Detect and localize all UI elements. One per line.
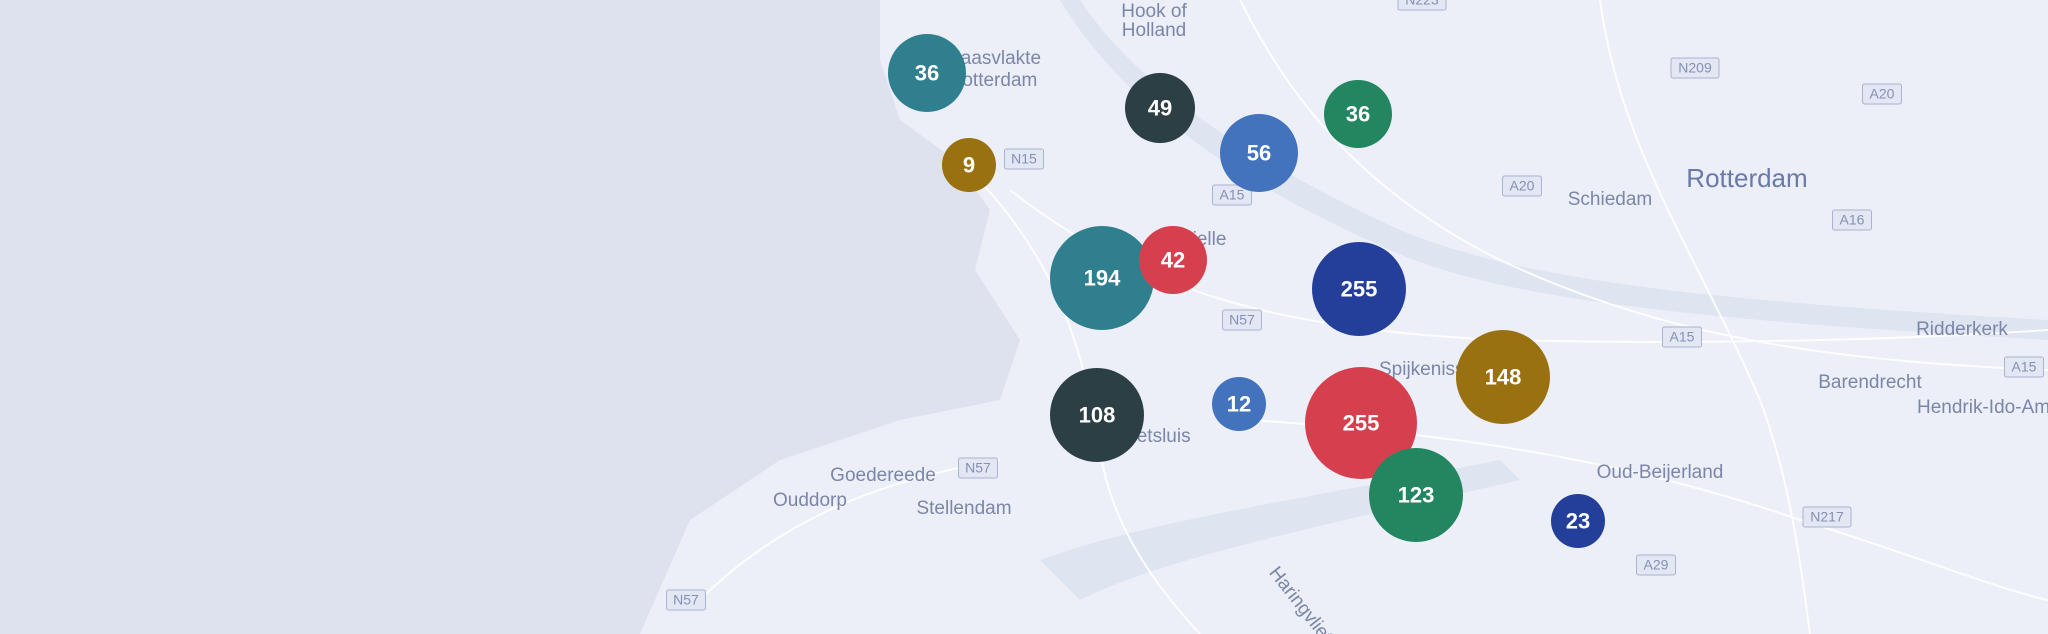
cluster-count: 42 <box>1161 248 1185 273</box>
cluster-count: 23 <box>1566 509 1590 534</box>
road-shield <box>958 457 998 479</box>
cluster[interactable]: 148 <box>1456 330 1550 424</box>
cluster-marker <box>942 138 996 192</box>
cluster[interactable]: 9 <box>942 138 996 192</box>
cluster-marker <box>1050 368 1144 462</box>
cluster-marker <box>1369 448 1463 542</box>
road-label: A20 <box>1870 86 1895 102</box>
cluster-count: 255 <box>1341 277 1378 302</box>
cluster[interactable]: 23 <box>1551 494 1605 548</box>
place-label: Goedereede <box>830 465 936 486</box>
cluster-marker <box>1551 494 1605 548</box>
road-label: A15 <box>2012 359 2037 375</box>
cluster-marker <box>888 34 966 112</box>
place-label: Rotterdam <box>1686 163 1807 193</box>
cluster-marker <box>1125 73 1195 143</box>
place-label: Ouddorp <box>773 490 847 511</box>
cluster-count: 108 <box>1079 403 1116 428</box>
road-shield <box>1862 83 1902 105</box>
cluster-marker <box>1305 367 1417 479</box>
road-label: N223 <box>1405 0 1439 8</box>
place-label: Hendrik-Ido-Ambacht <box>1917 397 2048 418</box>
road-label: N217 <box>1810 509 1844 525</box>
cluster[interactable]: 12 <box>1212 377 1266 431</box>
road-shield <box>1222 309 1262 331</box>
cluster[interactable]: 56 <box>1220 114 1298 192</box>
cluster-count: 49 <box>1148 96 1172 121</box>
cluster-count: 36 <box>915 61 939 86</box>
road-label: N57 <box>1229 312 1255 328</box>
cluster-count: 194 <box>1084 266 1121 291</box>
road-shield <box>1802 506 1852 528</box>
cluster[interactable]: 108 <box>1050 368 1144 462</box>
road-label: A16 <box>1840 212 1865 228</box>
place-label: Oud-Beijerland <box>1597 462 1724 483</box>
cluster-count: 123 <box>1398 483 1435 508</box>
cluster-count: 255 <box>1343 411 1380 436</box>
cluster[interactable]: 255 <box>1312 242 1406 336</box>
cluster-count: 56 <box>1247 141 1271 166</box>
cluster[interactable]: 49 <box>1125 73 1195 143</box>
place-label: Barendrecht <box>1818 372 1922 393</box>
cluster-marker <box>1139 226 1207 294</box>
cluster-count: 12 <box>1227 392 1251 417</box>
road-shield <box>1212 184 1252 206</box>
place-label: Maasvlakte <box>945 48 1041 69</box>
place-label: Rotterdam <box>949 70 1038 91</box>
road-label: A29 <box>1644 557 1669 573</box>
place-label: Schiedam <box>1568 189 1653 210</box>
road-shield <box>2004 356 2044 378</box>
road-shield <box>666 589 706 611</box>
cluster-count: 9 <box>963 153 975 178</box>
road-shield <box>1662 326 1702 348</box>
road-label: N57 <box>673 592 699 608</box>
cluster-marker <box>1312 242 1406 336</box>
cluster[interactable]: 42 <box>1139 226 1207 294</box>
road-shield <box>1397 0 1447 11</box>
cluster-marker <box>1050 226 1154 330</box>
cluster-marker <box>1324 80 1392 148</box>
road-label: A15 <box>1670 329 1695 345</box>
cluster[interactable]: 123 <box>1369 448 1463 542</box>
place-label: Ridderkerk <box>1916 319 2008 340</box>
cluster-marker <box>1220 114 1298 192</box>
cluster-marker <box>1456 330 1550 424</box>
cluster-count: 36 <box>1346 102 1370 127</box>
place-label: Hook of <box>1121 1 1187 22</box>
place-label: Holland <box>1122 20 1186 41</box>
road-shield <box>1670 57 1720 79</box>
road-shield <box>1832 209 1872 231</box>
road-shield <box>1502 175 1542 197</box>
cluster-marker <box>1212 377 1266 431</box>
road-label: A20 <box>1510 178 1535 194</box>
place-label: Spijkenisse <box>1379 359 1475 380</box>
cluster[interactable]: 255 <box>1305 367 1417 479</box>
road-label: N15 <box>1011 151 1037 167</box>
cluster-count: 148 <box>1485 365 1522 390</box>
cluster[interactable]: 194 <box>1050 226 1154 330</box>
road-shield <box>1004 148 1044 170</box>
road-label: A15 <box>1220 187 1245 203</box>
place-label: Stellendam <box>916 498 1011 519</box>
road-label: N57 <box>965 460 991 476</box>
cluster[interactable]: 36 <box>1324 80 1392 148</box>
cluster[interactable]: 36 <box>888 34 966 112</box>
road-label: N209 <box>1678 60 1712 76</box>
road-shield <box>1636 554 1676 576</box>
